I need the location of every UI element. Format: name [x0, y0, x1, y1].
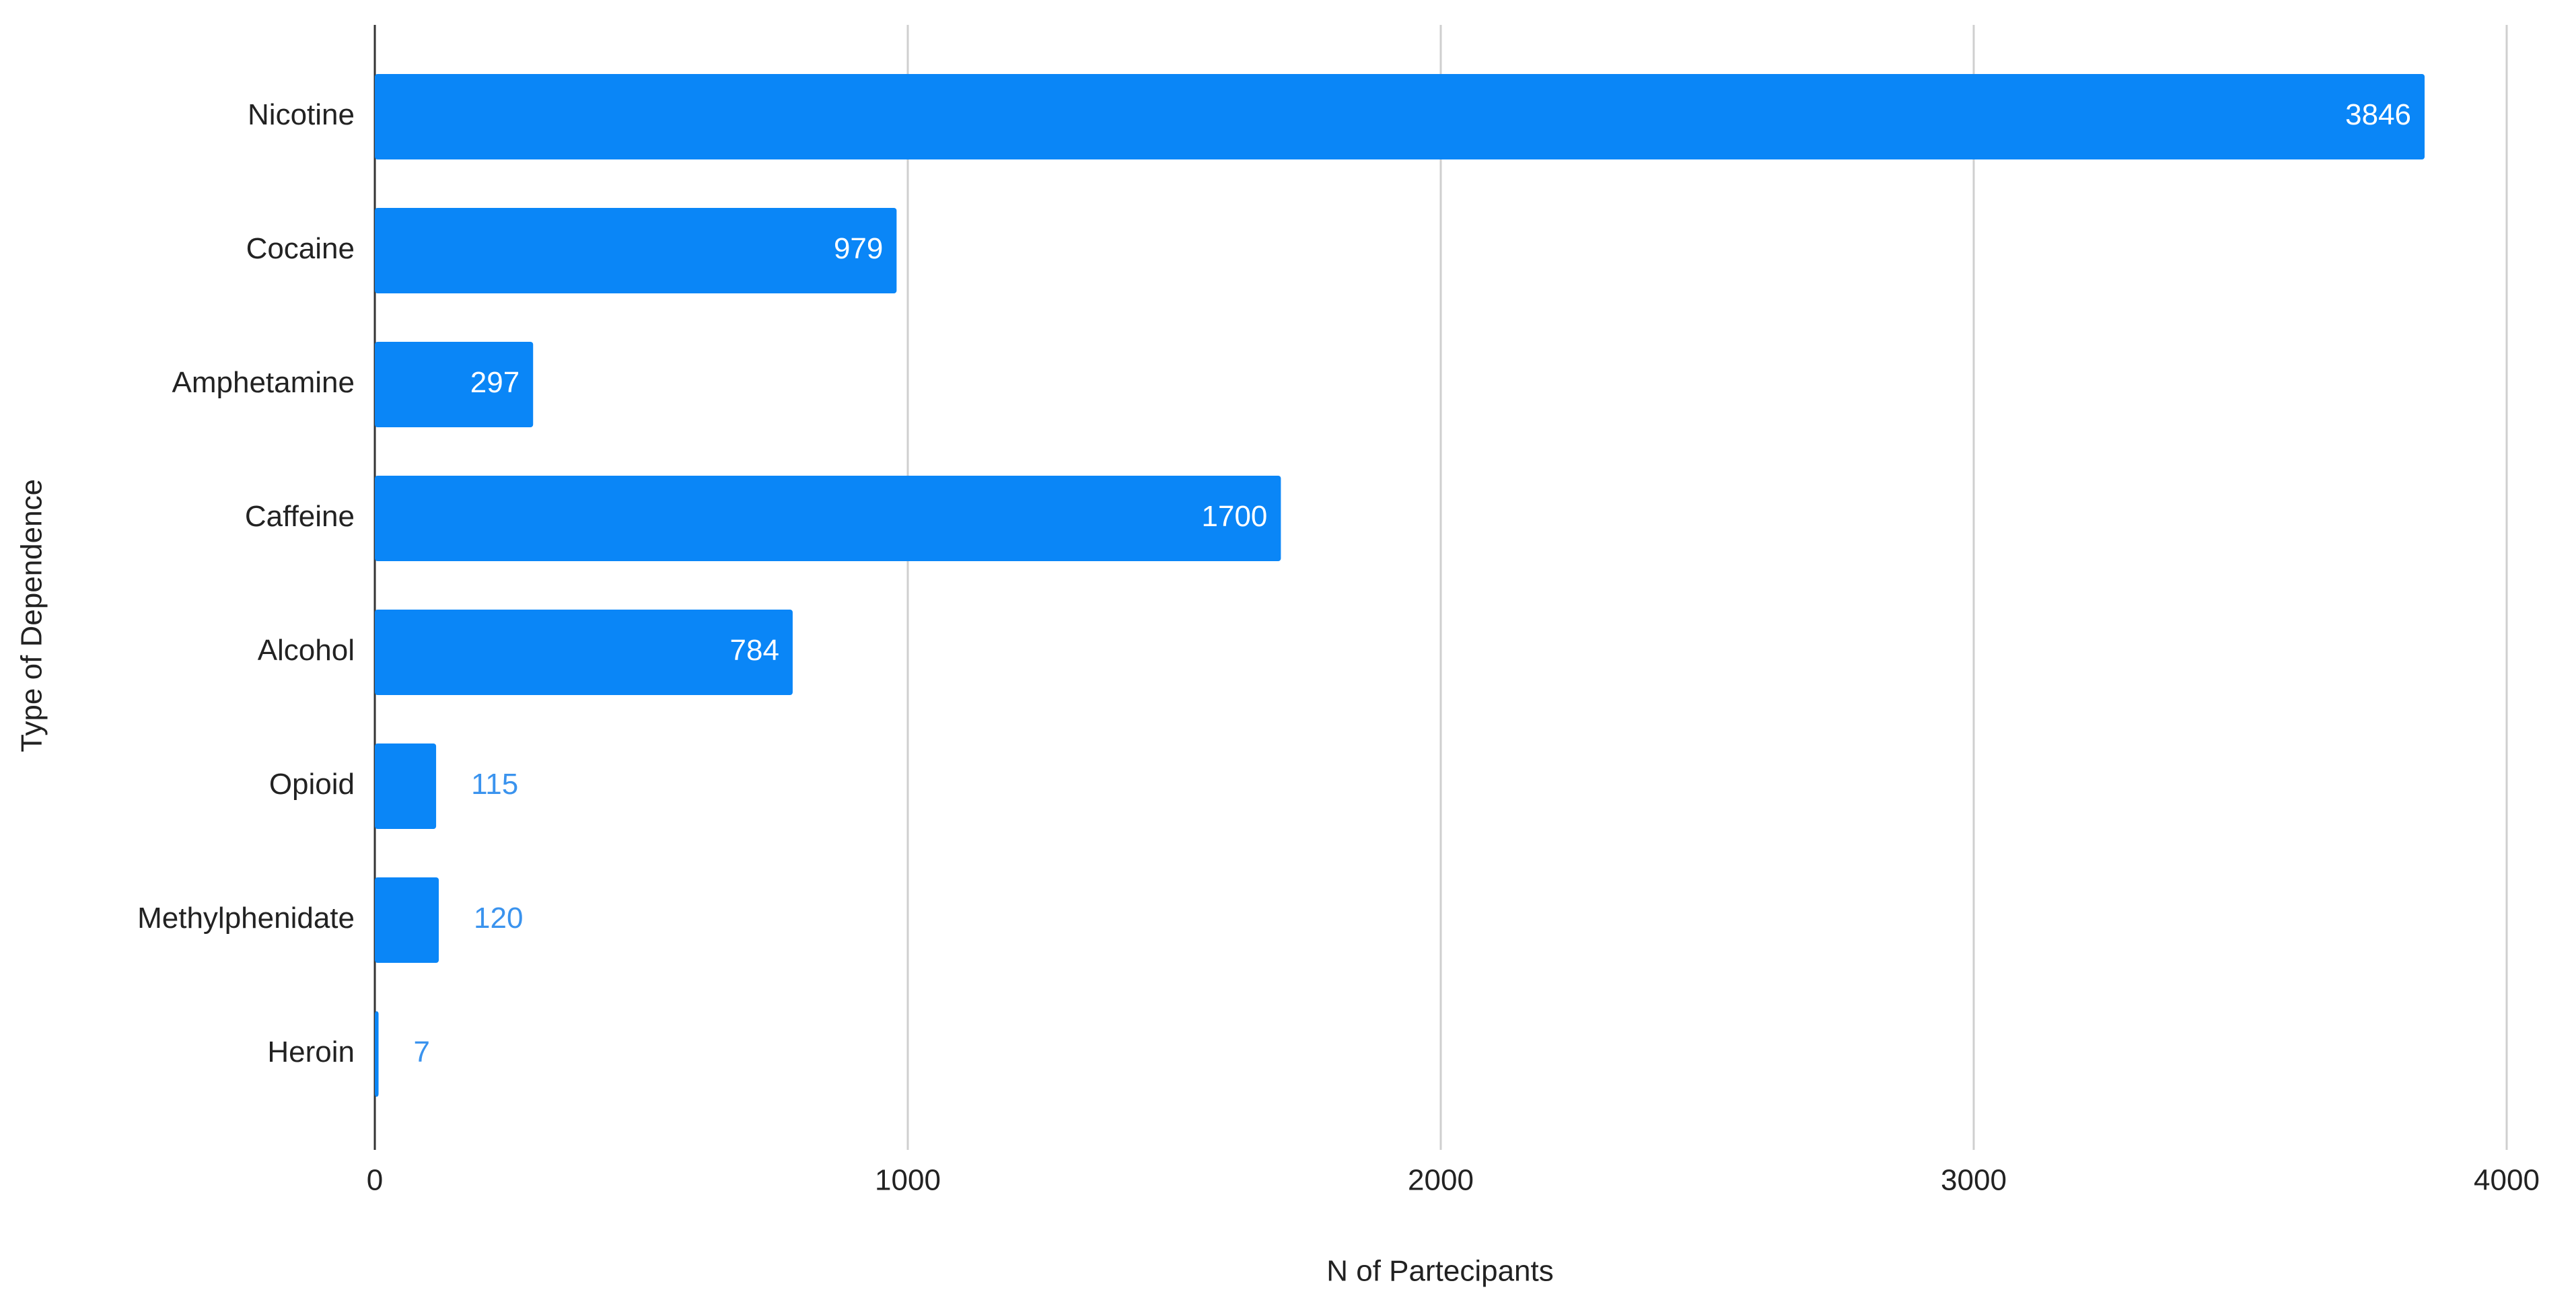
y-tick-label: Alcohol	[258, 634, 355, 667]
x-tick-label: 2000	[1408, 1164, 1474, 1197]
x-tick-label: 1000	[875, 1164, 941, 1197]
y-tick-label: Nicotine	[248, 98, 355, 131]
bar	[375, 877, 439, 963]
x-tick-label: 4000	[2474, 1164, 2540, 1197]
bar	[375, 74, 2425, 159]
data-label: 120	[474, 902, 523, 935]
bar	[375, 1011, 379, 1097]
bar	[375, 208, 897, 293]
y-tick-label: Cocaine	[246, 232, 355, 265]
x-tick-label: 0	[367, 1164, 383, 1197]
bar	[375, 342, 534, 427]
bar	[375, 610, 793, 695]
y-tick-label: Amphetamine	[172, 366, 355, 399]
data-label: 784	[730, 634, 779, 667]
data-label: 297	[470, 366, 520, 399]
data-label: 979	[834, 232, 883, 265]
x-tick-label: 3000	[1941, 1164, 2007, 1197]
data-label: 3846	[2345, 98, 2411, 131]
y-axis-title: Type of Dependence	[15, 479, 48, 752]
x-axis-title: N of Partecipants	[1326, 1255, 1554, 1288]
y-tick-label: Opioid	[269, 768, 355, 801]
data-label: 1700	[1202, 500, 1268, 533]
data-label: 115	[471, 768, 518, 801]
bar	[375, 743, 437, 829]
y-tick-label: Methylphenidate	[137, 902, 355, 935]
y-tick-label: Caffeine	[245, 500, 355, 533]
y-tick-label: Heroin	[267, 1036, 355, 1068]
data-label: 7	[414, 1036, 430, 1068]
bar	[375, 476, 1281, 561]
